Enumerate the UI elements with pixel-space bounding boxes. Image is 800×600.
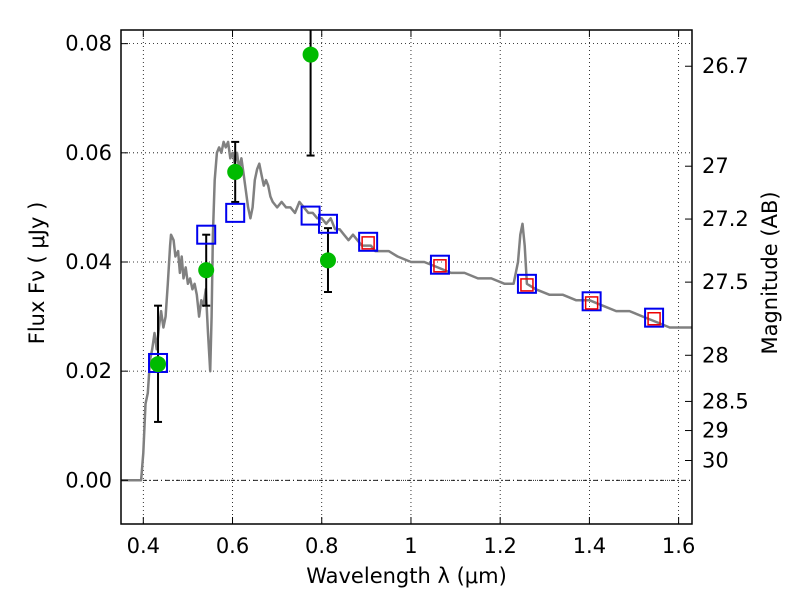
y2-axis-label: Magnitude (AB): [758, 191, 782, 354]
model-flux-marker: [516, 273, 537, 294]
x-tick-label: 0.6: [216, 534, 249, 558]
nir-flux-marker: [647, 312, 661, 326]
observed-flux-point: [150, 356, 167, 373]
model-flux-marker: [358, 231, 379, 252]
x-tick-label: 1: [404, 534, 417, 558]
x-tick-label: 0.8: [305, 534, 338, 558]
y2-tick-label: 30: [702, 449, 729, 473]
sed-model-line: [121, 140, 692, 482]
x-tick-label: 1.2: [483, 534, 516, 558]
observed-flux-point: [319, 252, 336, 269]
y-tick-label: 0.08: [65, 32, 112, 56]
nir-flux-marker: [361, 236, 375, 250]
x-axis-label: Wavelength λ (μm): [306, 564, 507, 588]
observed-flux-point: [198, 262, 215, 279]
x-tick-label: 1.4: [573, 534, 606, 558]
model-flux-marker: [317, 213, 338, 234]
model-flux-marker: [225, 202, 246, 223]
x-tick-label: 1.6: [662, 534, 695, 558]
y-tick-label: 0.02: [65, 359, 112, 383]
y-tick-label: 0.04: [65, 250, 112, 274]
model-flux-marker: [644, 307, 665, 328]
observed-flux-point: [227, 163, 244, 180]
plot-area: [121, 30, 692, 482]
y2-tick-label: 27: [702, 154, 729, 178]
nir-flux-marker: [520, 278, 534, 292]
y2-tick-label: 26.7: [702, 54, 749, 78]
model-flux-marker: [581, 291, 602, 312]
plot-frame: [120, 29, 693, 525]
axis-ticks: 0.4 0.6 0.8 1 1.2 1.4 1.6 0.00 0.02 0.04 0.06 0.08 2…: [65, 30, 749, 558]
y-axis-label: Flux Fν ( μJy ): [25, 202, 49, 345]
y-tick-label: 0.06: [65, 141, 112, 165]
nir-flux-marker: [584, 296, 599, 310]
y-tick-label: 0.00: [65, 468, 112, 492]
y2-tick-label: 28: [702, 343, 729, 367]
y2-tick-label: 27.2: [702, 207, 749, 231]
model-flux-marker: [429, 254, 450, 275]
model-flux-marker: [196, 224, 217, 245]
x-tick-label: 0.4: [127, 534, 160, 558]
observed-flux-point: [302, 46, 319, 63]
y2-tick-label: 29: [702, 419, 729, 443]
nir-flux-marker: [433, 259, 447, 273]
y2-tick-label: 28.5: [702, 389, 749, 413]
y2-tick-label: 27.5: [702, 270, 749, 294]
